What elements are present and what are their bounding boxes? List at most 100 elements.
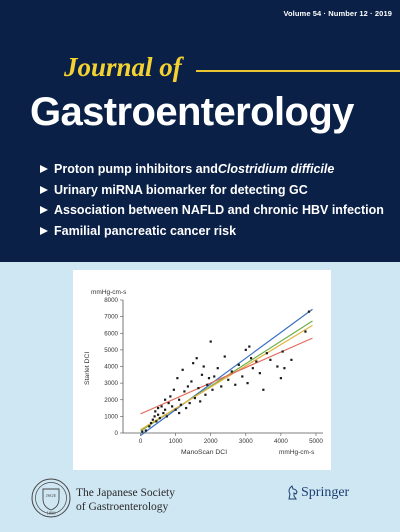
data-point: [258, 372, 261, 375]
data-point: [148, 425, 151, 428]
springer-horse-icon: [288, 485, 298, 500]
data-point: [234, 383, 237, 386]
data-point: [156, 406, 160, 410]
regression-line: [140, 324, 313, 431]
data-point: [172, 388, 175, 391]
data-point: [141, 430, 144, 433]
data-point: [188, 401, 191, 405]
data-point: [193, 396, 197, 400]
y-tick-label: 2000: [104, 397, 118, 404]
y-tick-label: 6000: [104, 330, 118, 337]
data-point: [220, 385, 223, 388]
data-point: [178, 398, 181, 401]
topic-item: Urinary miRNA biomarker for detecting GC: [40, 180, 384, 201]
data-point: [197, 387, 200, 390]
data-point: [156, 413, 160, 416]
data-point: [206, 383, 209, 386]
data-point: [174, 408, 177, 411]
x-tick-label: 0: [139, 438, 143, 445]
data-point: [213, 375, 216, 378]
data-point: [195, 357, 198, 360]
data-point: [171, 405, 174, 408]
triangle-bullet-icon: [40, 165, 48, 174]
data-point: [230, 370, 233, 373]
x-tick-label: 5000: [309, 438, 323, 445]
data-point: [304, 330, 307, 333]
data-point: [183, 390, 186, 393]
journal-title-line1: Journal of: [64, 52, 182, 82]
regression-line: [140, 308, 313, 436]
data-point: [202, 365, 205, 368]
data-point: [204, 393, 207, 396]
data-point: [162, 411, 165, 415]
title-rule: [196, 70, 400, 72]
y-unit-label: mmHg-cm-s: [91, 289, 127, 296]
y-tick-label: 3000: [104, 380, 118, 387]
data-point: [281, 350, 284, 353]
x-unit-label: mmHg-cm-s: [279, 449, 315, 456]
data-point: [149, 421, 153, 425]
data-point: [241, 375, 244, 378]
data-point: [276, 365, 279, 368]
publisher-name: Springer: [301, 485, 350, 500]
cover-header-band: [0, 0, 400, 262]
data-point: [155, 420, 158, 423]
data-point: [200, 373, 204, 376]
topic-text: Association between NAFLD and chronic HB…: [54, 203, 384, 218]
cover-figure: 0 1000 2000 3000 4000 5000 6000 7000 8000 0 1000 20…: [73, 270, 331, 470]
triangle-bullet-icon: [40, 185, 48, 194]
data-point: [248, 345, 251, 348]
y-tick-label: 5000: [104, 347, 118, 354]
data-point: [178, 411, 181, 415]
seal-text: JSGE: [46, 493, 57, 498]
data-point: [186, 385, 190, 388]
regression-line: [140, 337, 313, 415]
data-point: [207, 377, 211, 380]
topic-text: Urinary miRNA biomarker for detecting GC: [54, 182, 308, 197]
society-line2: of Gastroenterology: [76, 501, 169, 513]
data-point: [164, 398, 167, 401]
y-tick-label: 4000: [104, 364, 118, 371]
data-point: [181, 368, 184, 371]
data-point: [223, 355, 226, 358]
seal-year: 1898: [47, 511, 57, 516]
data-point: [279, 377, 282, 380]
topic-item: Proton pump inhibitors and Clostridium d…: [40, 159, 384, 180]
y-tick-label: 7000: [104, 314, 118, 321]
y-tick-label: 8000: [104, 297, 118, 304]
data-point: [154, 410, 157, 413]
x-axis-label: ManoScan DCI: [181, 449, 227, 456]
y-tick-label: 1000: [104, 413, 118, 420]
data-point: [290, 358, 293, 361]
x-tick-label: 3000: [239, 438, 253, 445]
x-tick-label: 1000: [169, 438, 183, 445]
data-point: [237, 363, 240, 366]
data-point: [185, 406, 188, 410]
data-point: [144, 429, 147, 432]
society-seal-icon: JSGE 1898: [31, 478, 71, 518]
triangle-bullet-icon: [40, 226, 48, 235]
data-point: [269, 358, 272, 361]
data-point: [164, 408, 167, 411]
issue-info: Volume 54 · Number 12 · 2019: [283, 9, 392, 18]
x-tick-label: 4000: [274, 438, 288, 445]
data-point: [176, 377, 179, 380]
topic-text: Proton pump inhibitors and: [54, 162, 218, 177]
data-point: [227, 378, 230, 381]
topic-text: Familial pancreatic cancer risk: [54, 223, 237, 238]
triangle-bullet-icon: [40, 206, 48, 215]
data-point: [249, 357, 253, 360]
x-tick-label: 2000: [204, 438, 218, 445]
topic-item: Association between NAFLD and chronic HB…: [40, 200, 384, 221]
data-point: [283, 367, 286, 370]
data-point: [199, 400, 202, 403]
data-point: [160, 405, 163, 408]
data-point: [251, 367, 254, 370]
data-point: [209, 340, 212, 343]
data-point: [153, 415, 156, 418]
topic-item: Familial pancreatic cancer risk: [40, 221, 384, 242]
data-point: [190, 380, 193, 383]
data-point: [211, 388, 214, 391]
y-tick-label: 0: [115, 430, 119, 437]
